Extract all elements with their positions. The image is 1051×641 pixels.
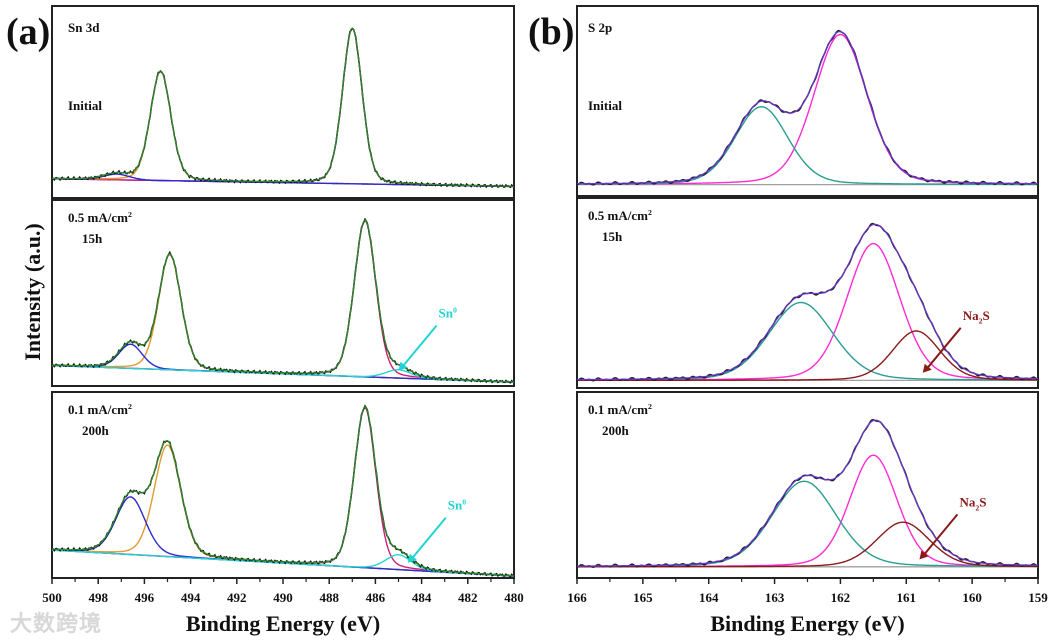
component-peak-sn-3d5-2	[51, 406, 515, 577]
component-peak-sn0	[51, 364, 515, 383]
component-peak-sn4-3d3-2	[52, 496, 514, 577]
x-tick-label: 160	[962, 590, 982, 605]
element-label: Sn 3d	[68, 20, 100, 35]
experimental-curve	[51, 27, 515, 189]
annotation-arrow	[922, 513, 959, 557]
annotation-label: Na2S	[959, 494, 986, 512]
annotation-arrow	[410, 517, 447, 560]
annotation-arrow	[925, 327, 962, 370]
component-peak-s-2p3-2	[577, 454, 1038, 568]
y-axis-label: Intensity (a.u.)	[20, 223, 45, 361]
element-label: S 2p	[588, 20, 612, 35]
component-peak-sn-3d3-2	[52, 70, 515, 188]
fit-envelope-curve	[51, 219, 515, 383]
x-tick-label: 165	[633, 590, 653, 605]
component-peak-sn0	[51, 549, 515, 577]
arrow-head-icon	[919, 550, 929, 560]
x-tick-label: 486	[366, 590, 386, 605]
x-tick-label: 161	[897, 590, 917, 605]
x-tick-label: 162	[831, 590, 851, 605]
subplot-frame	[51, 5, 515, 199]
arrow-head-icon	[407, 553, 417, 563]
condition-label: 0.5 mA/cm2	[68, 210, 132, 225]
component-peak-sn-3d3-2	[51, 444, 515, 577]
fit-envelope-curve	[577, 419, 1038, 567]
condition-label: 0.1 mA/cm2	[588, 402, 652, 417]
component-peak-sn-3d5-2	[52, 27, 514, 187]
condition-label: Initial	[588, 98, 622, 113]
condition-label: Initial	[68, 98, 102, 113]
x-tick-label: 166	[567, 590, 587, 605]
panel-label: (b)	[528, 11, 574, 53]
duration-label: 15h	[602, 229, 623, 244]
x-tick-label: 488	[319, 590, 339, 605]
subplot-frame	[576, 197, 1039, 389]
arrow-head-icon	[922, 363, 932, 373]
x-tick-label: 159	[1028, 590, 1048, 605]
subplot-frame	[51, 199, 515, 387]
subplot-frame	[576, 391, 1039, 579]
duration-label: 15h	[82, 231, 103, 246]
x-tick-label: 494	[181, 590, 201, 605]
condition-label: 0.5 mA/cm2	[588, 208, 652, 223]
fit-envelope-curve	[52, 405, 515, 577]
experimental-curve	[576, 29, 1039, 186]
watermark: 大数跨境	[10, 612, 103, 637]
fit-envelope-curve	[52, 27, 514, 187]
x-tick-label: 163	[765, 590, 785, 605]
x-tick-label: 500	[42, 590, 62, 605]
condition-label: 0.1 mA/cm2	[68, 402, 132, 417]
annotation-label: Sn0	[448, 498, 466, 513]
duration-label: 200h	[82, 423, 110, 438]
component-peak-na2s	[577, 330, 1038, 381]
component-peak-s-2p3-2	[577, 33, 1038, 185]
x-axis-label: Binding Energy (eV)	[710, 611, 904, 636]
subplot-frame	[576, 5, 1039, 197]
experimental-curve	[576, 222, 1039, 382]
x-axis-label: Binding Energy (eV)	[186, 611, 380, 636]
arrow-head-icon	[398, 361, 408, 371]
x-tick-label: 496	[135, 590, 155, 605]
x-tick-label: 490	[273, 590, 293, 605]
component-peak-s-2p1-2	[577, 105, 1038, 186]
x-tick-label: 498	[88, 590, 108, 605]
x-tick-label: 164	[699, 590, 719, 605]
duration-label: 200h	[602, 423, 630, 438]
subplot-frame	[51, 391, 515, 579]
x-tick-label: 480	[504, 590, 524, 605]
fit-envelope-curve	[577, 223, 1039, 381]
x-tick-label: 484	[412, 590, 432, 605]
panel-label: (a)	[6, 11, 50, 53]
x-tick-label: 482	[458, 590, 478, 605]
x-tick-label: 492	[227, 590, 247, 605]
annotation-label: Na2S	[963, 308, 990, 326]
annotation-label: Sn0	[439, 305, 457, 320]
experimental-curve	[51, 217, 515, 384]
component-peak-sn-3d5-2	[52, 219, 515, 383]
fit-envelope-curve	[577, 30, 1038, 185]
annotation-arrow	[401, 325, 438, 368]
